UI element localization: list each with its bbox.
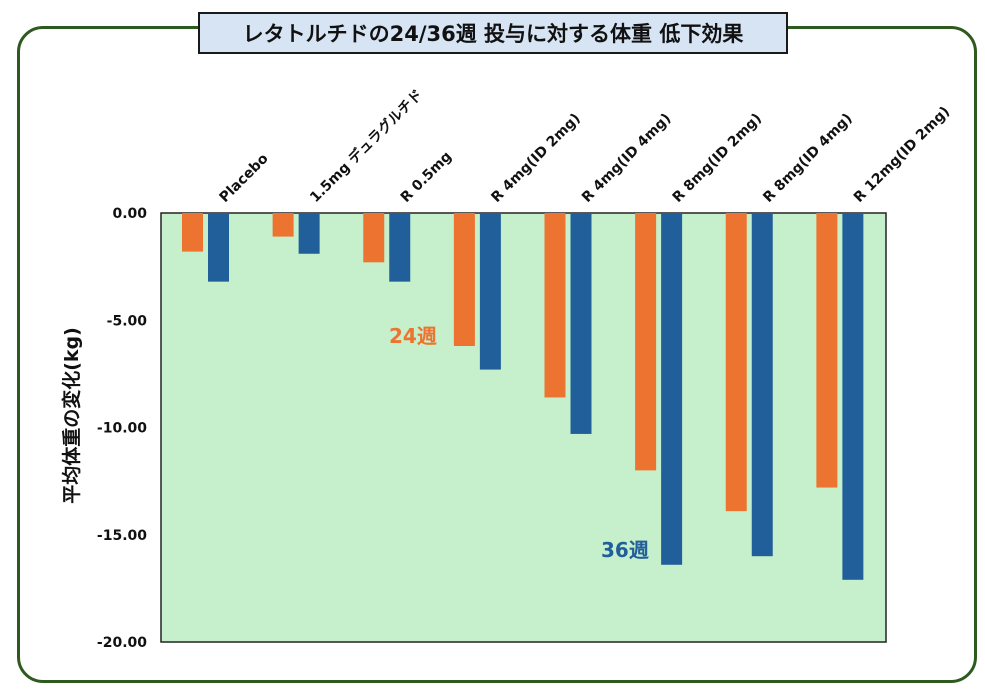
bar bbox=[208, 213, 229, 282]
bar bbox=[751, 213, 773, 557]
category-label: R 4mg(ID 2mg) bbox=[488, 110, 583, 205]
y-tick-label: -5.00 bbox=[107, 313, 148, 329]
bar bbox=[544, 213, 566, 398]
bar bbox=[725, 213, 747, 512]
bar bbox=[661, 213, 683, 565]
bar bbox=[363, 213, 385, 263]
category-label: R 0.5mg bbox=[398, 148, 455, 205]
category-label: R 4mg(ID 4mg) bbox=[579, 110, 674, 205]
bar bbox=[842, 213, 864, 580]
plot-area bbox=[160, 212, 887, 643]
category-label: Placebo bbox=[217, 150, 272, 205]
bar bbox=[389, 213, 411, 282]
bar bbox=[816, 213, 838, 488]
bar bbox=[453, 213, 475, 346]
y-tick-label: -15.00 bbox=[97, 528, 147, 544]
bar bbox=[298, 213, 320, 254]
category-label: R 12mg(ID 2mg) bbox=[851, 104, 953, 206]
category-label: R 8mg(ID 4mg) bbox=[760, 110, 855, 205]
series-label-36w: 36週 bbox=[601, 538, 649, 562]
bar bbox=[479, 213, 501, 370]
chart-title: レタトルチドの24/36週 投与に対する体重 低下効果 bbox=[198, 12, 788, 54]
y-tick-label: -10.00 bbox=[97, 421, 147, 437]
y-tick-label: -20.00 bbox=[97, 635, 147, 651]
bar bbox=[635, 213, 657, 471]
series-label-24w: 24週 bbox=[389, 324, 437, 348]
bar bbox=[570, 213, 592, 434]
bar bbox=[182, 213, 203, 252]
bar bbox=[272, 213, 294, 237]
y-tick-label: 0.00 bbox=[112, 206, 147, 222]
category-label: R 8mg(ID 2mg) bbox=[670, 110, 765, 205]
y-axis-label: 平均体重の変化(kg) bbox=[60, 327, 83, 504]
